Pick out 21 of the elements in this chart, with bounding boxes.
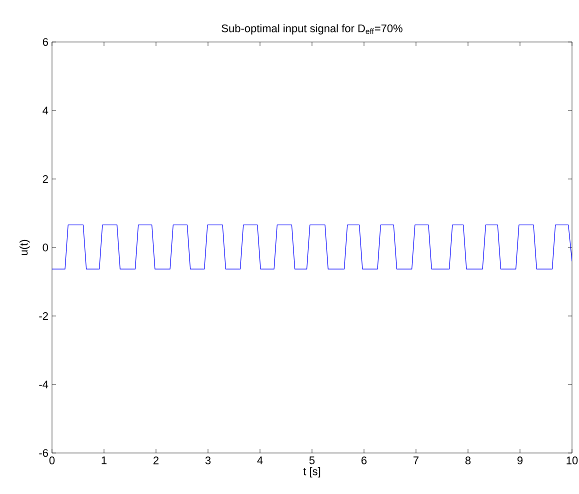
y-tick-label: 6 [42, 38, 48, 46]
y-tick-label: 2 [42, 175, 48, 183]
x-tick-label: 1 [102, 456, 107, 464]
y-tick-label: -4 [39, 380, 48, 388]
x-axis-title: t [s] [303, 467, 320, 478]
x-tick-label: 0 [49, 456, 55, 464]
x-tick-label: 2 [153, 456, 159, 464]
x-tick-label: 7 [414, 456, 419, 464]
y-tick-label: -2 [39, 312, 48, 320]
x-tick-label: 9 [517, 456, 523, 464]
y-tick-label: -6 [39, 449, 48, 457]
y-tick-label: 0 [42, 244, 48, 252]
x-tick-label: 8 [465, 456, 471, 464]
x-tick-label: 10 [566, 456, 578, 464]
x-tick-label: 6 [362, 456, 367, 464]
x-tick-label: 3 [205, 456, 211, 464]
x-tick-label: 4 [257, 456, 263, 464]
chart-title: Sub-optimal input signal for D$_{eff}$=70% [222, 24, 402, 34]
y-tick-label: 4 [42, 106, 48, 114]
x-tick-label: 5 [309, 456, 315, 464]
y-axis-title: u(t) [20, 240, 30, 256]
